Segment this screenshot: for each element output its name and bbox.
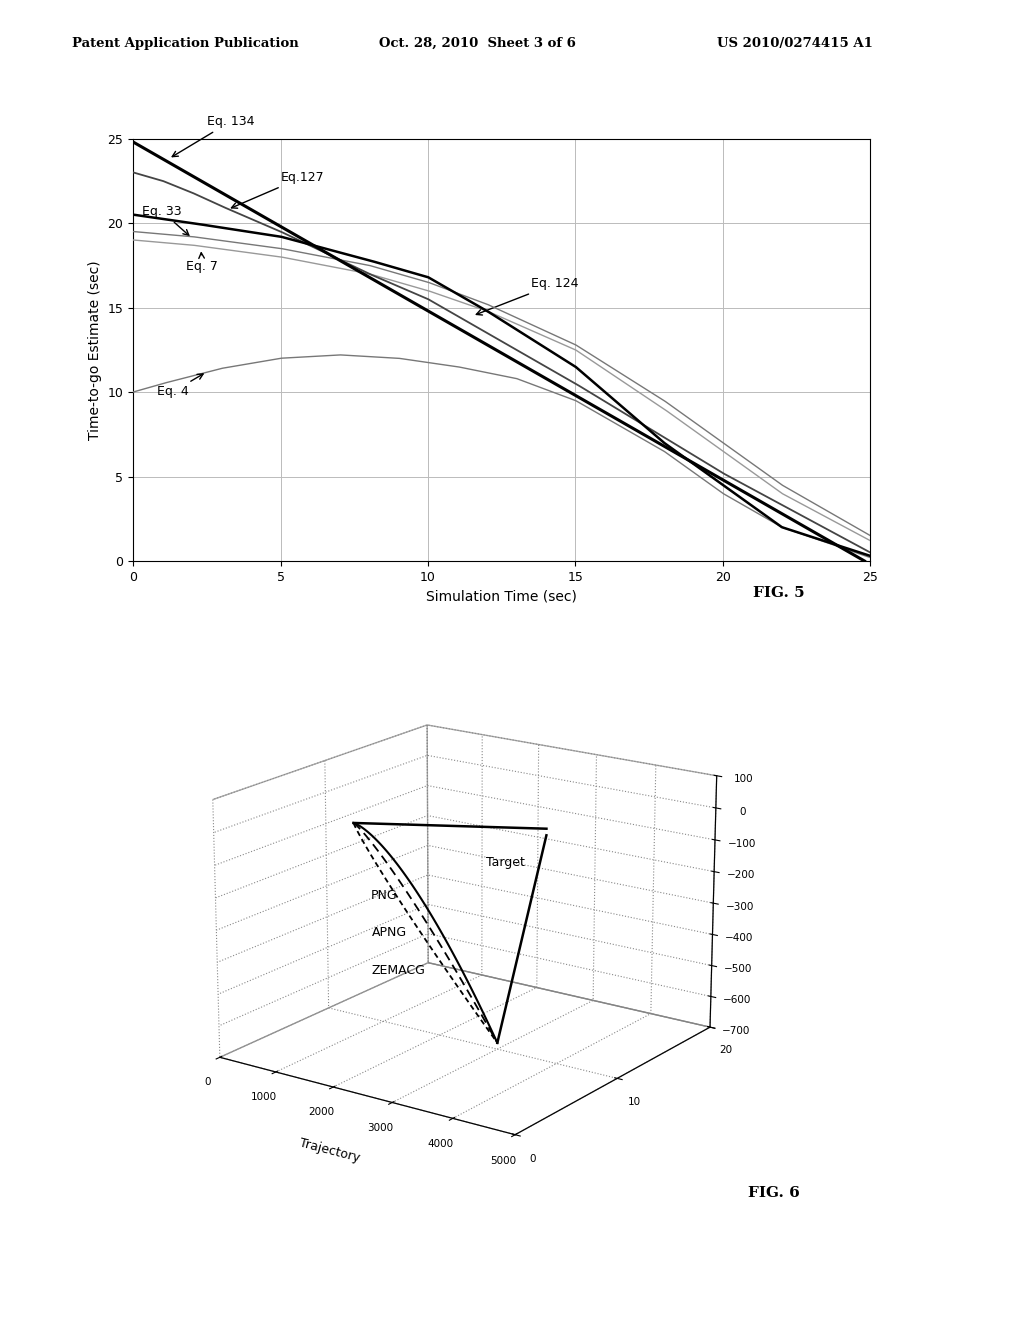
Text: Eq.127: Eq.127 — [231, 170, 325, 209]
Text: FIG. 6: FIG. 6 — [748, 1187, 800, 1200]
Text: US 2010/0274415 A1: US 2010/0274415 A1 — [717, 37, 872, 50]
X-axis label: Simulation Time (sec): Simulation Time (sec) — [426, 589, 578, 603]
Text: Eq. 134: Eq. 134 — [172, 115, 254, 157]
Text: Eq. 4: Eq. 4 — [157, 374, 203, 399]
Text: Eq. 33: Eq. 33 — [142, 205, 188, 235]
Text: FIG. 5: FIG. 5 — [753, 586, 804, 599]
Text: Oct. 28, 2010  Sheet 3 of 6: Oct. 28, 2010 Sheet 3 of 6 — [379, 37, 575, 50]
Text: Eq. 124: Eq. 124 — [476, 277, 579, 315]
Y-axis label: Time-to-go Estimate (sec): Time-to-go Estimate (sec) — [88, 260, 102, 440]
Text: Eq. 7: Eq. 7 — [186, 252, 218, 273]
X-axis label: Trajectory: Trajectory — [298, 1137, 361, 1164]
Text: Patent Application Publication: Patent Application Publication — [72, 37, 298, 50]
